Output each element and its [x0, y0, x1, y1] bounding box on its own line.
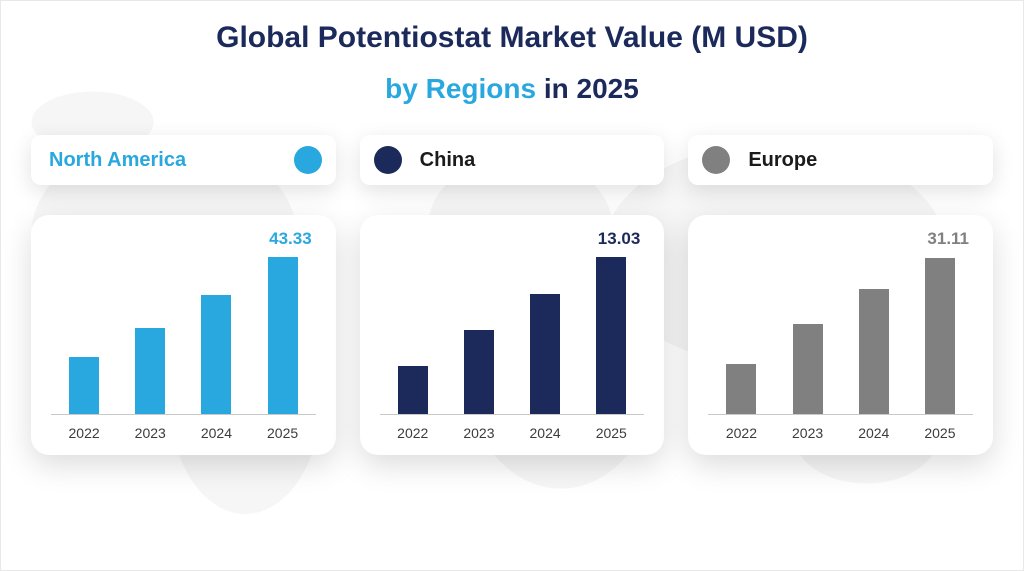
- chart-card-cn: 13.032022202320242025: [360, 215, 665, 455]
- chart-plot: 43.33: [45, 233, 322, 415]
- chart-bars: [45, 233, 322, 415]
- chart-card-eu: 31.112022202320242025: [688, 215, 993, 455]
- chart-bar: [201, 295, 231, 415]
- chart-xtick: 2025: [250, 425, 316, 441]
- panel-cn: China13.032022202320242025: [360, 135, 665, 455]
- chart-xtick: 2022: [51, 425, 117, 441]
- region-label: Europe: [748, 149, 817, 172]
- chart-xtick: 2024: [841, 425, 907, 441]
- region-dot-icon: [294, 146, 322, 174]
- chart-xaxis: 2022202320242025: [702, 415, 979, 445]
- chart-bars: [374, 233, 651, 415]
- chart-bar: [398, 366, 428, 415]
- title-main: Global Potentiostat Market Value (M USD): [1, 21, 1023, 55]
- chart-card-na: 43.332022202320242025: [31, 215, 336, 455]
- chart-xtick: 2023: [117, 425, 183, 441]
- chart-xaxis: 2022202320242025: [45, 415, 322, 445]
- chart-plot: 13.03: [374, 233, 651, 415]
- region-dot-icon: [702, 146, 730, 174]
- chart-bar: [726, 364, 756, 415]
- chart-xtick: 2025: [907, 425, 973, 441]
- title-rest: in 2025: [536, 73, 639, 104]
- chart-bar: [530, 294, 560, 415]
- chart-bar: [859, 289, 889, 415]
- chart-bar: [464, 330, 494, 415]
- region-label: China: [420, 149, 476, 172]
- title-accent: by Regions: [385, 73, 536, 104]
- chart-xaxis: 2022202320242025: [374, 415, 651, 445]
- chart-bars: [702, 233, 979, 415]
- region-pill-eu: Europe: [688, 135, 993, 185]
- chart-xtick: 2023: [446, 425, 512, 441]
- chart-bar: [596, 257, 626, 415]
- chart-xtick: 2023: [775, 425, 841, 441]
- region-label: North America: [49, 149, 186, 172]
- chart-bar: [793, 324, 823, 415]
- region-pill-na: North America: [31, 135, 336, 185]
- title-block: Global Potentiostat Market Value (M USD)…: [1, 1, 1023, 105]
- chart-xtick: 2024: [512, 425, 578, 441]
- chart-xtick: 2022: [380, 425, 446, 441]
- panel-eu: Europe31.112022202320242025: [688, 135, 993, 455]
- chart-bar: [69, 357, 99, 415]
- panels-row: North America43.332022202320242025China1…: [1, 105, 1023, 455]
- chart-baseline: [51, 414, 316, 415]
- region-pill-cn: China: [360, 135, 665, 185]
- chart-plot: 31.11: [702, 233, 979, 415]
- title-sub: by Regions in 2025: [1, 73, 1023, 105]
- chart-bar: [925, 258, 955, 415]
- region-dot-icon: [374, 146, 402, 174]
- chart-bar: [268, 257, 298, 415]
- chart-bar: [135, 328, 165, 415]
- chart-xtick: 2025: [578, 425, 644, 441]
- chart-xtick: 2024: [183, 425, 249, 441]
- chart-baseline: [708, 414, 973, 415]
- chart-xtick: 2022: [708, 425, 774, 441]
- panel-na: North America43.332022202320242025: [31, 135, 336, 455]
- chart-baseline: [380, 414, 645, 415]
